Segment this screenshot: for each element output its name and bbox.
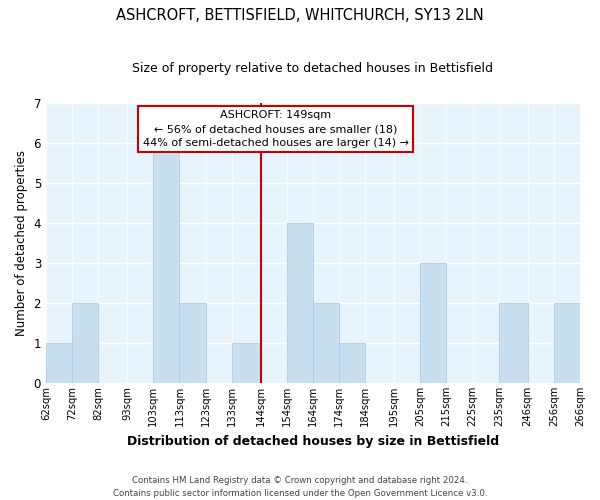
Bar	[179, 303, 206, 383]
Bar	[554, 303, 580, 383]
Text: Contains HM Land Registry data © Crown copyright and database right 2024.
Contai: Contains HM Land Registry data © Crown c…	[113, 476, 487, 498]
Y-axis label: Number of detached properties: Number of detached properties	[15, 150, 28, 336]
Title: Size of property relative to detached houses in Bettisfield: Size of property relative to detached ho…	[133, 62, 493, 76]
Bar	[580, 303, 600, 383]
X-axis label: Distribution of detached houses by size in Bettisfield: Distribution of detached houses by size …	[127, 434, 499, 448]
Bar	[232, 343, 260, 383]
Bar	[46, 343, 72, 383]
Bar	[72, 303, 98, 383]
Bar	[420, 263, 446, 383]
Bar	[287, 223, 313, 383]
Bar	[339, 343, 365, 383]
Bar	[313, 303, 339, 383]
Text: ASHCROFT: 149sqm
← 56% of detached houses are smaller (18)
44% of semi-detached : ASHCROFT: 149sqm ← 56% of detached house…	[143, 110, 409, 148]
Bar	[153, 143, 179, 383]
Bar	[499, 303, 527, 383]
Text: ASHCROFT, BETTISFIELD, WHITCHURCH, SY13 2LN: ASHCROFT, BETTISFIELD, WHITCHURCH, SY13 …	[116, 8, 484, 22]
